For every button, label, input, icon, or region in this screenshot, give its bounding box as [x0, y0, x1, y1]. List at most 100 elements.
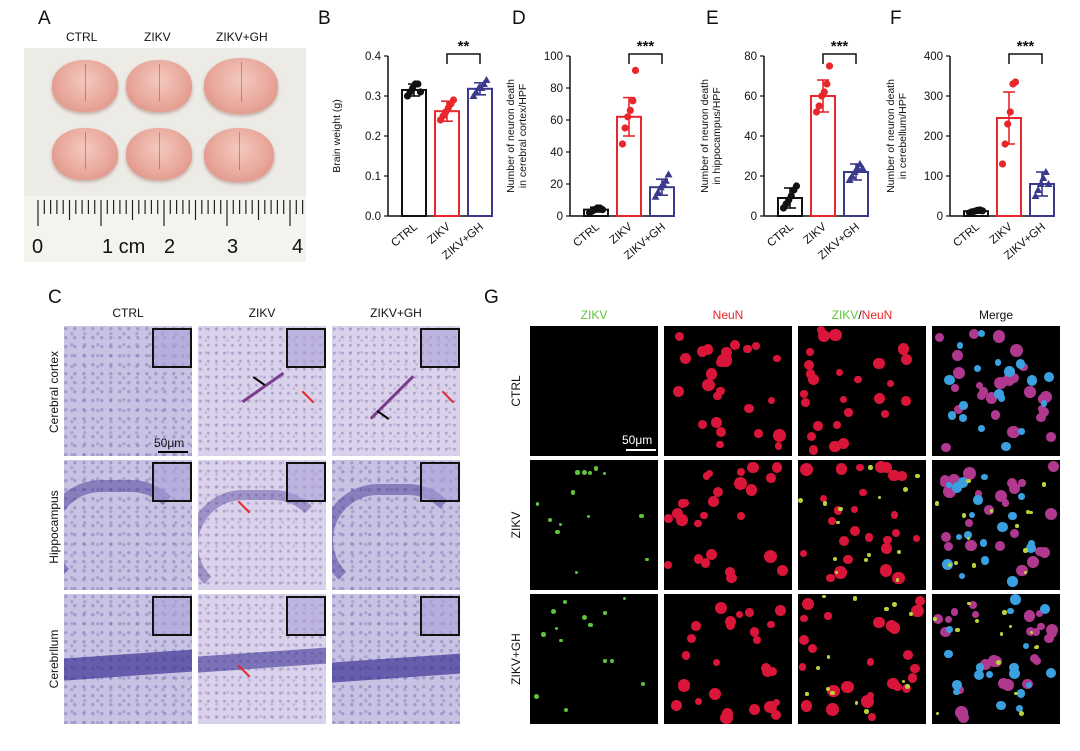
- neun-cell: [1047, 460, 1059, 472]
- x-tick-label: ZIKV: [988, 221, 1016, 247]
- neun-cell: [953, 367, 966, 380]
- zikv-signal: [588, 622, 593, 628]
- zikv-signal: [559, 638, 563, 643]
- neun-cell: [953, 404, 964, 415]
- zikv-signal: [593, 466, 598, 471]
- neun-cell: [837, 437, 850, 450]
- neun-cell: [734, 477, 747, 490]
- zikv-signal: [1034, 645, 1038, 650]
- data-point: [823, 80, 831, 88]
- neun-cell: [995, 541, 1006, 552]
- dapi-nucleus: [959, 401, 968, 410]
- data-point: [853, 164, 862, 171]
- histology-cerebellum-zikvgh: [332, 594, 460, 724]
- zikv-signal: [822, 501, 828, 506]
- data-point: [1011, 78, 1020, 86]
- neun-cell: [1037, 394, 1047, 404]
- zikv-signal: [975, 619, 980, 624]
- neun-cell: [724, 566, 735, 577]
- zikv-signal: [863, 557, 869, 563]
- dapi-nucleus: [941, 559, 953, 570]
- neun-cell: [751, 341, 761, 351]
- c-col-ctrl: CTRL: [112, 306, 144, 320]
- neun-cell: [940, 442, 951, 453]
- neun-cell: [964, 539, 977, 552]
- y-tick-label: 200: [924, 131, 943, 143]
- if-image: [530, 594, 658, 724]
- neun-cell: [664, 514, 673, 523]
- dapi-nucleus: [953, 688, 960, 696]
- neun-cell: [702, 344, 714, 355]
- neun-cell: [799, 462, 813, 476]
- neun-cell: [958, 712, 970, 724]
- zikv-signal: [570, 489, 576, 495]
- neun-cell: [749, 703, 761, 715]
- panel-label-a: A: [38, 8, 51, 29]
- g-col-zikv-neun: ZIKV/NeuN: [798, 308, 926, 322]
- neun-cell: [697, 346, 709, 358]
- brain-zikvgh-1: [204, 58, 278, 114]
- zikv-signal: [895, 578, 900, 582]
- y-tick-label: 300: [924, 91, 943, 103]
- dapi-nucleus: [1007, 607, 1014, 614]
- zikv-signal: [1023, 548, 1028, 553]
- neun-cell: [772, 698, 781, 707]
- y-tick-label: 0: [557, 211, 563, 223]
- data-point: [820, 88, 828, 96]
- y-tick-label: 20: [744, 171, 757, 183]
- dapi-nucleus: [1023, 643, 1030, 650]
- neun-cell: [812, 421, 823, 431]
- neun-cell: [693, 553, 704, 564]
- c-col-zikv: ZIKV: [248, 306, 276, 320]
- neun-cell: [714, 602, 727, 615]
- neun-cell: [833, 506, 842, 515]
- zikv-signal: [866, 552, 872, 558]
- neun-cell: [722, 708, 734, 720]
- neun-cell: [736, 511, 746, 521]
- chart-neuron-death-cortex: 0 20 40 60 80 100 Number of neuron death in cer…: [505, 38, 675, 262]
- dapi-nucleus: [947, 411, 957, 420]
- c-row-cerebellum: Cerebrllum: [47, 629, 61, 689]
- significance-bracket: [446, 53, 481, 64]
- data-point: [1001, 140, 1009, 148]
- neun-cell: [706, 548, 718, 560]
- zikv-signal: [805, 692, 809, 696]
- dapi-nucleus: [994, 389, 1004, 399]
- neun-cell: [850, 505, 859, 514]
- zikv-signal: [798, 497, 804, 503]
- neun-cell: [1002, 373, 1016, 386]
- dapi-nucleus: [1017, 428, 1025, 435]
- dapi-nucleus: [1010, 594, 1022, 606]
- neun-cell: [713, 392, 722, 401]
- neun-cell: [891, 528, 900, 537]
- y-axis-label: Number of neuron death: [699, 79, 711, 193]
- zikv-signal: [548, 517, 553, 522]
- dapi-nucleus: [978, 425, 985, 432]
- zikv-signal: [1008, 625, 1012, 629]
- x-tick-label: ZIKV: [802, 221, 830, 247]
- neun-cell: [700, 511, 708, 520]
- data-point: [482, 76, 491, 83]
- neun-cell: [691, 621, 701, 631]
- data-point: [664, 170, 673, 178]
- y-axis-label: in cerebral cortex/HPF: [517, 84, 529, 188]
- data-point: [1039, 174, 1048, 181]
- black-arrow-icon: [376, 410, 390, 420]
- c-row-hippocampus: Hippocampus: [47, 490, 61, 564]
- x-tick-label: CTRL: [951, 221, 982, 250]
- dapi-nucleus: [979, 538, 988, 547]
- neun-cell: [939, 474, 950, 485]
- neun-cell: [985, 392, 998, 404]
- dapi-nucleus: [951, 482, 963, 493]
- y-tick-label: 100: [544, 51, 563, 63]
- neun-cell: [840, 396, 848, 404]
- neun-cell: [702, 472, 711, 480]
- neun-cell: [913, 534, 921, 542]
- granular-layer: [332, 652, 460, 684]
- neun-cell: [935, 333, 945, 343]
- dapi-nucleus: [1040, 400, 1048, 408]
- bar: [401, 89, 427, 217]
- neun-cell: [808, 374, 819, 386]
- zikv-signal: [816, 665, 821, 670]
- neun-cell: [674, 331, 685, 342]
